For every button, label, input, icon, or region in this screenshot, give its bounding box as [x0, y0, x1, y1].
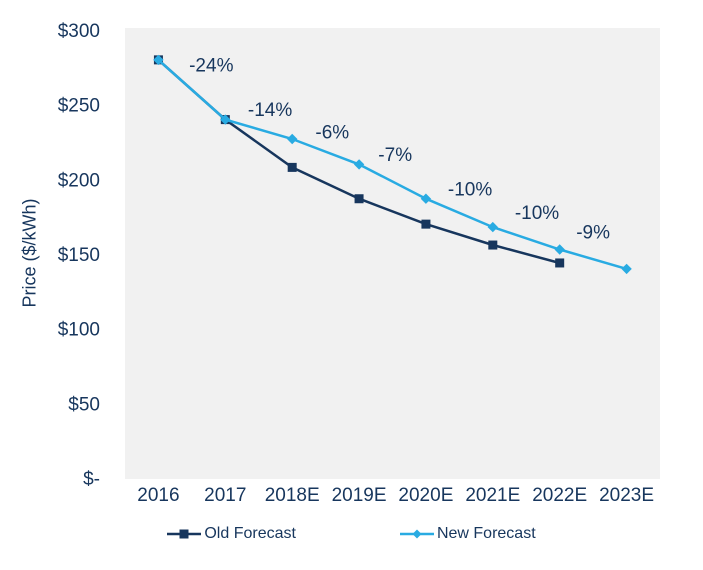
- annotation-label: -24%: [189, 55, 233, 76]
- chart-legend: Old Forecast New Forecast: [0, 525, 703, 543]
- new-forecast-marker: [621, 263, 632, 275]
- y-tick-label: $50: [68, 394, 100, 415]
- old-forecast-marker: [287, 162, 297, 172]
- new-forecast-swatch-icon: [399, 529, 434, 539]
- new-forecast-marker: [153, 54, 164, 66]
- y-tick-label: $150: [58, 245, 100, 266]
- old-forecast-marker: [354, 194, 364, 204]
- new-forecast-marker: [420, 193, 432, 204]
- new-forecast-line: [157, 58, 627, 271]
- new-forecast-marker: [554, 244, 565, 255]
- old-forecast-marker: [488, 240, 498, 250]
- x-tick-label: 2021E: [465, 485, 520, 506]
- x-tick-label: 2019E: [332, 485, 387, 506]
- y-tick-label: $250: [58, 96, 100, 117]
- x-tick-label: 2016: [137, 485, 179, 506]
- x-tick-label: 2022E: [532, 485, 587, 506]
- legend-item-new-forecast: New Forecast: [399, 525, 536, 543]
- annotation-label: -7%: [378, 145, 412, 166]
- legend-label-old-forecast: Old Forecast: [204, 525, 296, 542]
- x-tick-label: 2018E: [265, 485, 320, 506]
- annotation-label: -10%: [448, 179, 492, 200]
- old-forecast-swatch-icon: [167, 529, 202, 539]
- annotation-label: -10%: [515, 203, 559, 224]
- y-tick-label: $100: [58, 320, 100, 341]
- new-forecast-marker: [220, 114, 231, 125]
- x-tick-label: 2023E: [599, 485, 654, 506]
- x-tick-label: 2017: [204, 485, 246, 506]
- legend-label-new-forecast: New Forecast: [436, 525, 536, 542]
- y-tick-label: $200: [58, 170, 100, 191]
- y-tick-label: $300: [58, 21, 100, 42]
- x-tick-label: 2020E: [398, 485, 453, 506]
- y-tick-label: $-: [83, 469, 100, 490]
- annotation-label: -9%: [576, 223, 610, 244]
- old-forecast-marker: [555, 258, 565, 268]
- annotation-label: -6%: [315, 123, 349, 144]
- new-forecast-marker: [487, 221, 498, 233]
- plot-area: [125, 28, 660, 479]
- annotation-label: -14%: [248, 100, 292, 121]
- new-forecast-marker: [353, 159, 365, 170]
- legend-item-old-forecast: Old Forecast: [167, 525, 296, 543]
- old-forecast-marker: [421, 219, 431, 229]
- y-axis-title: Price ($/kWh): [19, 198, 40, 308]
- new-forecast-marker: [287, 133, 298, 145]
